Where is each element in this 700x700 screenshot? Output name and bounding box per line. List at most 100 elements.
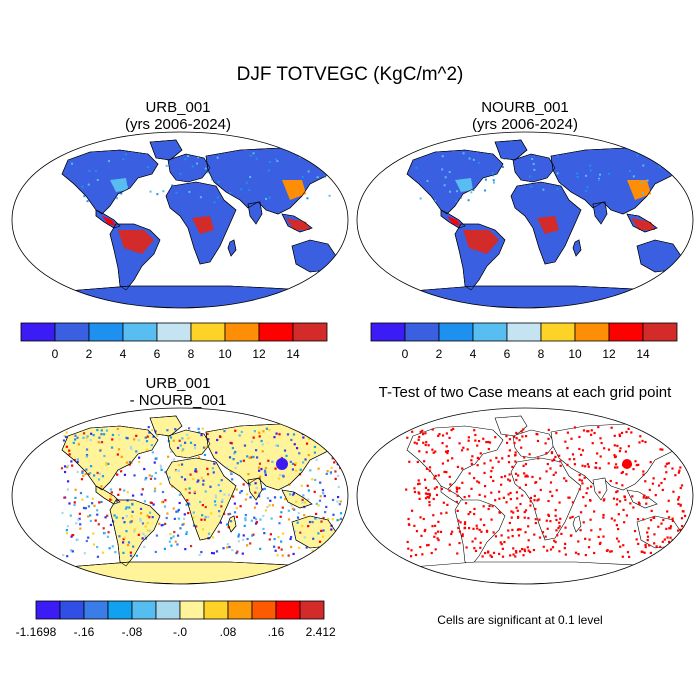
grid-cell bbox=[295, 469, 298, 472]
europe-coastline bbox=[167, 153, 211, 183]
significant-cell bbox=[658, 427, 661, 430]
significant-cell bbox=[585, 492, 588, 495]
grid-cell bbox=[336, 519, 339, 522]
grid-cell bbox=[155, 534, 159, 537]
significant-cell bbox=[584, 537, 587, 540]
grid-cell bbox=[329, 549, 333, 552]
grid-cell bbox=[92, 474, 96, 477]
significant-cell bbox=[524, 463, 528, 466]
grid-cell bbox=[204, 167, 207, 170]
grid-cell bbox=[233, 452, 236, 455]
grid-cell bbox=[665, 166, 668, 169]
grid-cell bbox=[183, 441, 187, 444]
grid-cell bbox=[264, 471, 267, 474]
significant-cell bbox=[599, 528, 602, 531]
grid-cell bbox=[172, 458, 175, 461]
significant-cell bbox=[408, 460, 411, 463]
grid-cell bbox=[290, 438, 293, 442]
panel-3-title: URB_001 - NOURB_001 bbox=[38, 375, 318, 409]
grid-cell bbox=[96, 428, 99, 432]
significant-cell bbox=[487, 440, 490, 444]
significant-cell bbox=[436, 530, 440, 533]
grid-cell bbox=[248, 189, 251, 192]
central-america-coastline bbox=[440, 209, 466, 229]
significant-cell bbox=[679, 486, 682, 490]
significant-cell bbox=[482, 505, 485, 508]
significant-cell bbox=[534, 518, 537, 521]
significant-cell bbox=[512, 547, 515, 550]
grid-cell bbox=[311, 521, 314, 524]
significant-cell bbox=[446, 503, 449, 507]
significant-cell bbox=[427, 488, 430, 492]
grid-cell bbox=[68, 449, 71, 452]
grid-cell bbox=[334, 470, 337, 473]
significant-cell bbox=[424, 497, 428, 500]
grid-cell bbox=[124, 153, 127, 156]
grid-cell bbox=[291, 507, 294, 510]
grid-cell bbox=[202, 479, 205, 482]
grid-cell bbox=[205, 446, 208, 449]
grid-cell bbox=[298, 546, 301, 549]
grid-cell bbox=[155, 457, 158, 460]
grid-cell bbox=[85, 436, 88, 439]
grid-cell bbox=[126, 491, 129, 494]
significant-cell bbox=[470, 459, 473, 462]
madagascar-coastline bbox=[227, 239, 237, 257]
india-region bbox=[592, 477, 608, 501]
significant-cell bbox=[419, 430, 422, 434]
significant-cell bbox=[428, 492, 431, 496]
grid-cell bbox=[197, 479, 200, 482]
grid-cell bbox=[301, 524, 304, 528]
grid-cell bbox=[295, 447, 299, 450]
grid-cell bbox=[287, 518, 291, 521]
significant-cell bbox=[671, 517, 674, 520]
grid-cell bbox=[74, 496, 77, 500]
grid-cell bbox=[293, 508, 296, 511]
significant-cell bbox=[621, 471, 625, 474]
significant-cell bbox=[432, 497, 435, 501]
significant-cell bbox=[629, 502, 632, 505]
significant-cell bbox=[534, 507, 537, 511]
grid-cell bbox=[177, 508, 180, 512]
grid-cell bbox=[320, 154, 323, 157]
grid-cell bbox=[187, 437, 190, 440]
grid-cell bbox=[177, 517, 181, 520]
significant-cell bbox=[531, 475, 534, 479]
significant-cell bbox=[432, 514, 435, 517]
grid-cell bbox=[236, 550, 239, 553]
antarctica-region bbox=[384, 561, 674, 584]
significant-cell bbox=[637, 542, 640, 545]
significant-cell bbox=[448, 436, 451, 440]
grid-cell bbox=[111, 502, 114, 506]
grid-cell bbox=[66, 525, 69, 528]
grid-cell bbox=[62, 439, 66, 442]
grid-cell bbox=[169, 450, 173, 453]
grid-cell bbox=[456, 190, 459, 193]
significant-cell bbox=[559, 517, 562, 520]
significant-cell bbox=[682, 537, 685, 540]
grid-cell bbox=[249, 154, 252, 157]
grid-cell bbox=[143, 467, 146, 471]
significant-cell bbox=[487, 447, 490, 451]
grid-cell bbox=[70, 549, 73, 552]
grid-cell bbox=[264, 473, 267, 477]
grid-cell bbox=[89, 472, 92, 475]
grid-cell bbox=[214, 494, 217, 497]
grid-cell bbox=[91, 497, 94, 500]
grid-cell bbox=[253, 430, 256, 433]
grid-cell bbox=[331, 457, 334, 460]
significant-cell bbox=[610, 517, 613, 520]
significant-cell bbox=[516, 474, 520, 477]
grid-cell bbox=[217, 484, 220, 487]
grid-cell bbox=[556, 188, 559, 191]
grid-cell bbox=[107, 160, 110, 163]
significant-cell bbox=[631, 495, 634, 498]
significant-cell bbox=[445, 432, 449, 435]
grid-cell bbox=[147, 166, 150, 169]
grid-cell bbox=[194, 468, 197, 471]
significant-cell bbox=[554, 541, 557, 544]
grid-cell bbox=[159, 466, 163, 469]
grid-cell bbox=[85, 468, 88, 471]
australia-region bbox=[636, 515, 682, 549]
grid-cell bbox=[128, 506, 131, 509]
